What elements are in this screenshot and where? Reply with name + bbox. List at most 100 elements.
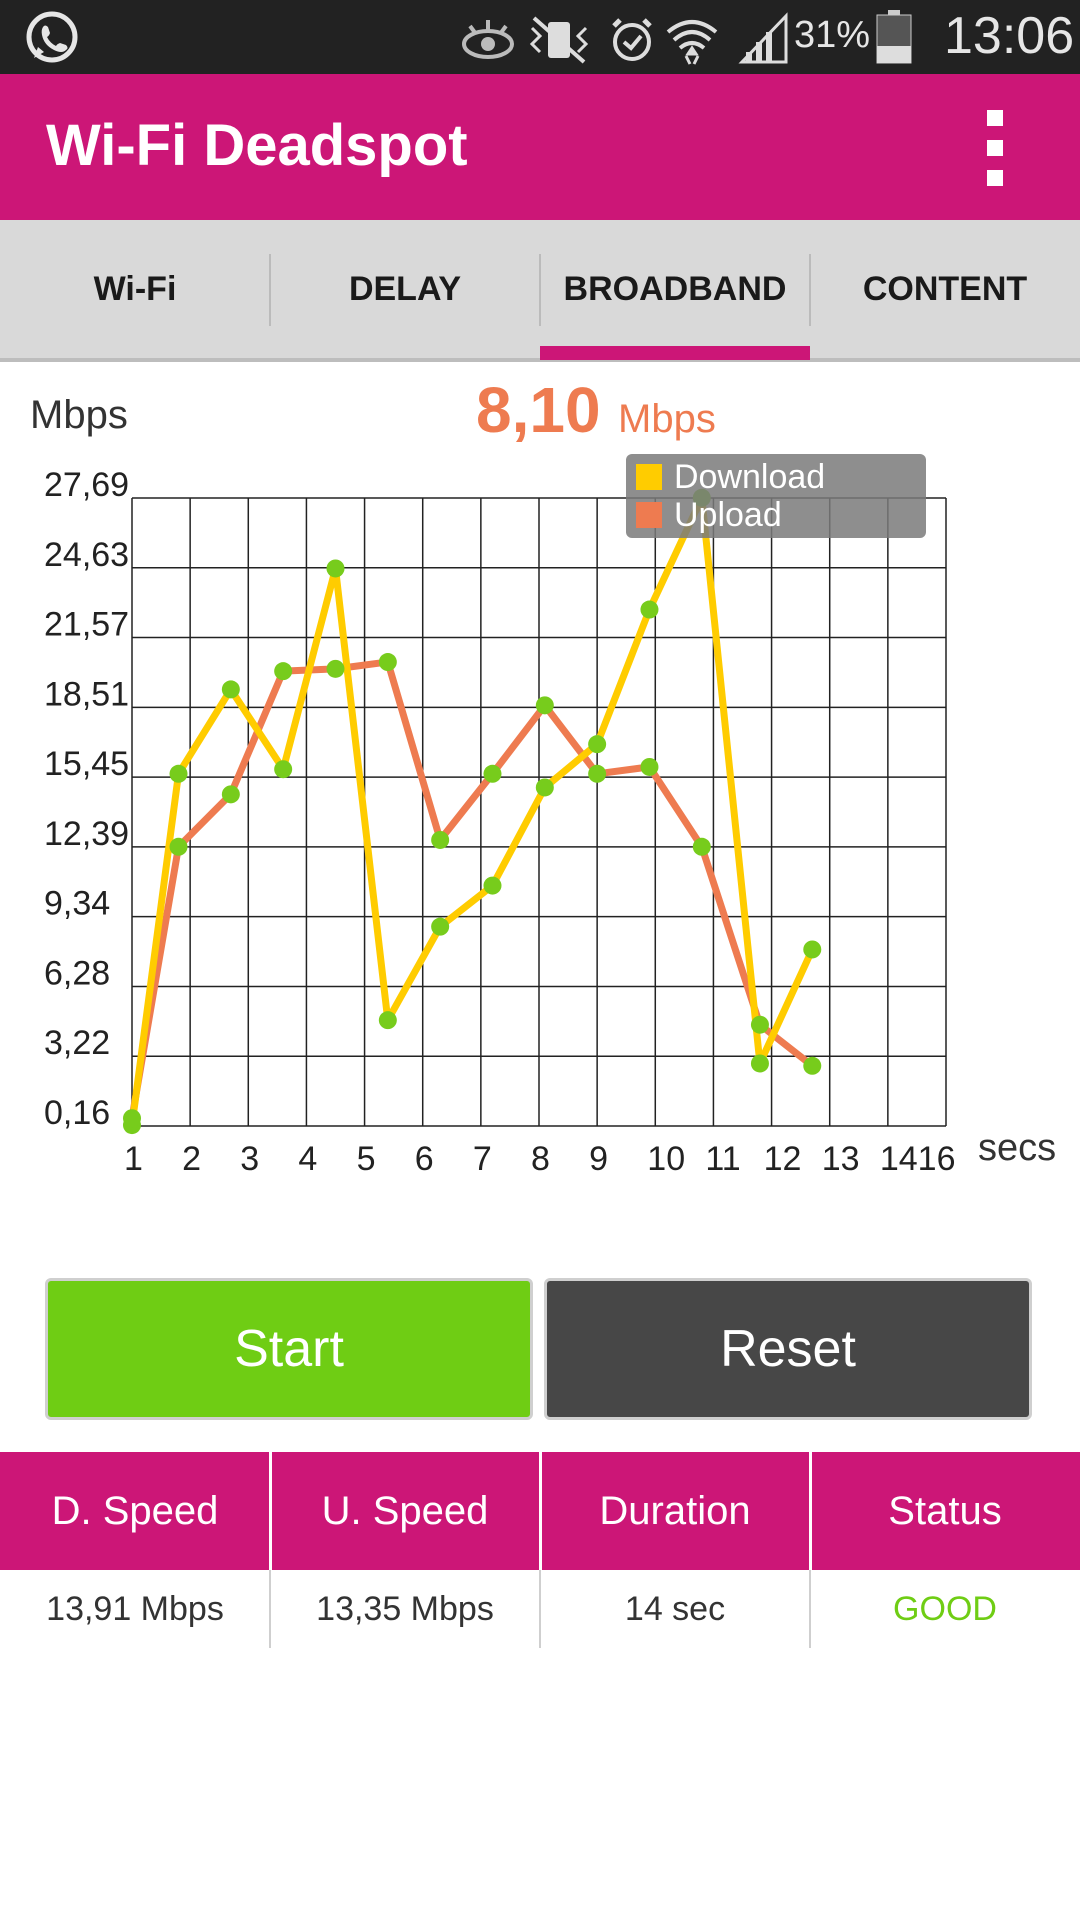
tab-divider [539,254,541,326]
stats-header-status: Status [888,1488,1002,1533]
legend-swatch-download [636,464,662,490]
x-tick-label: 12 [764,1140,802,1178]
tab-selected-indicator [540,346,810,360]
x-tick-labels: 1 2 3 4 5 6 7 8 9 10 11 12 13 1416 [124,1140,955,1178]
x-tick-label: 2 [182,1140,201,1178]
status-value: GOOD [893,1589,997,1628]
reset-button[interactable]: Reset [544,1278,1032,1420]
data-point-upload [640,757,659,776]
x-tick-label: 6 [415,1140,434,1178]
x-tick-label: 7 [473,1140,492,1178]
stats-header-upload-speed: U. Speed [321,1488,489,1533]
data-point-upload [588,764,607,783]
upload-speed-value: 13,35 Mbps [316,1589,494,1628]
data-point-download [378,1011,397,1030]
series-lines [128,494,816,1126]
app-title: Wi-Fi Deadspot [46,113,468,178]
data-point-upload [803,1056,822,1075]
data-point-download [640,600,659,619]
series-points [123,488,822,1135]
data-point-upload [535,696,554,715]
stats-header-duration: Duration [599,1488,751,1533]
download-speed-value: 13,91 Mbps [46,1589,224,1628]
y-axis-label: Mbps [30,393,128,437]
data-point-download [803,940,822,959]
battery-icon [876,10,912,64]
x-tick-label: 9 [589,1140,608,1178]
chart-grid [131,497,947,1127]
x-tick-label: 8 [531,1140,550,1178]
y-tick-labels: 27,69 24,63 21,57 18,51 15,45 12,39 9,34 6,28 3,… [44,466,129,1132]
y-tick-label: 27,69 [44,466,129,504]
x-tick-label: 5 [357,1140,376,1178]
y-tick-label: 9,34 [44,885,110,923]
x-tick-label: 1416 [880,1140,956,1178]
x-tick-label: 4 [298,1140,317,1178]
x-axis-label: secs [978,1127,1056,1169]
wifi-icon [666,20,718,65]
data-point-upload [378,653,397,672]
column-divider [269,1452,272,1570]
data-point-upload [326,659,345,678]
alarm-icon [612,18,652,61]
status-icons [462,12,788,65]
current-speed-unit: Mbps [618,397,716,441]
data-point-upload [123,1109,141,1128]
x-tick-label: 11 [705,1140,740,1178]
column-divider [539,1452,542,1570]
tab-divider [809,254,811,326]
vibrate-off-icon [529,16,589,64]
duration-value: 14 sec [624,1589,726,1628]
clock: 13:06 [944,7,1075,65]
column-divider [539,1570,541,1648]
y-tick-label: 18,51 [44,675,129,713]
data-point-download [221,680,240,699]
y-tick-label: 12,39 [44,815,129,853]
stats-header-download-speed: D. Speed [51,1488,219,1533]
battery-percent: 31% [794,14,871,56]
x-tick-label: 13 [822,1140,860,1178]
start-button[interactable]: Start [45,1278,533,1420]
data-point-upload [169,837,188,856]
tab-wifi[interactable]: Wi-Fi [93,269,177,308]
current-speed-value: 8,10 [476,374,601,446]
app-bar: Wi-Fi Deadspot [0,74,1080,220]
data-point-download [326,559,345,578]
legend-swatch-upload [636,502,662,528]
data-point-upload [692,837,711,856]
data-point-download [169,764,188,783]
tab-content[interactable]: CONTENT [862,269,1028,308]
series-line-upload [128,658,815,1119]
data-point-upload [483,764,502,783]
y-tick-label: 6,28 [44,954,110,992]
tab-divider [269,254,271,326]
speed-chart: Mbps 8,10 Mbps secs 27,69 24,63 21,57 18,51… [30,374,1056,1178]
y-tick-label: 0,16 [44,1094,110,1132]
x-tick-label: 3 [240,1140,259,1178]
data-point-download [431,917,450,936]
y-tick-label: 15,45 [44,745,129,783]
data-point-download [535,778,554,797]
y-tick-label: 3,22 [44,1024,110,1062]
data-point-upload [274,662,293,681]
status-bar: 31% 13:06 [0,0,1080,74]
column-divider [269,1570,271,1648]
data-point-download [750,1054,769,1073]
y-tick-label: 21,57 [44,606,129,644]
tab-bar: Wi-Fi DELAY BROADBAND CONTENT [0,220,1080,362]
data-point-download [588,735,607,754]
legend-label-download: Download [674,458,825,496]
eye-icon [462,20,514,59]
overflow-menu-icon[interactable] [980,110,1010,186]
data-point-upload [221,785,240,804]
x-tick-label: 1 [124,1140,143,1178]
series-line-download [128,494,816,1126]
tab-broadband[interactable]: BROADBAND [563,269,787,308]
x-tick-label: 10 [647,1140,685,1178]
whatsapp-icon [26,11,78,63]
chart-legend: Download Upload [626,454,926,538]
data-point-upload [750,1015,769,1034]
legend-label-upload: Upload [674,496,782,534]
column-divider [809,1570,811,1648]
tab-delay[interactable]: DELAY [348,269,462,308]
